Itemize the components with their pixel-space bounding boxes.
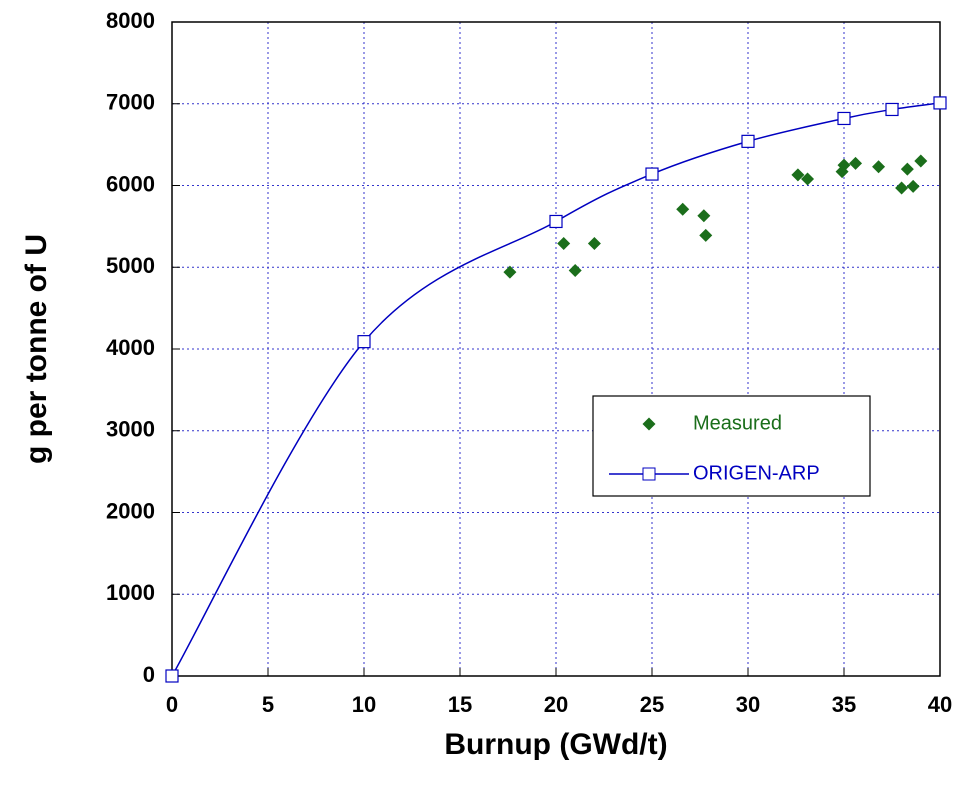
x-axis-label: Burnup (GWd/t) (444, 728, 667, 761)
model-point (645, 167, 659, 181)
measured-point (699, 228, 713, 242)
y-tick-label: 0 (143, 662, 155, 687)
measured-point (872, 160, 886, 174)
model-line (171, 102, 941, 677)
legend-box (592, 395, 871, 497)
plot-frame (171, 21, 941, 677)
model-point (933, 96, 947, 110)
x-tick-label: 10 (352, 692, 376, 717)
legend-label: ORIGEN-ARP (693, 462, 820, 484)
model-point (357, 335, 371, 349)
model-point (165, 669, 179, 683)
model-point (885, 102, 899, 117)
measured-point (849, 156, 863, 170)
measured-point (697, 209, 711, 223)
measured-point (791, 168, 805, 182)
measured-point (914, 154, 928, 168)
measured-point (503, 265, 517, 279)
x-tick-label: 40 (928, 692, 952, 717)
x-tick-label: 0 (166, 692, 178, 717)
y-tick-label: 5000 (106, 253, 155, 278)
model-point (549, 214, 563, 229)
x-tick-label: 5 (262, 692, 274, 717)
y-tick-label: 4000 (106, 335, 155, 360)
measured-point (900, 162, 914, 176)
measured-point (587, 237, 601, 251)
y-tick-label: 7000 (106, 90, 155, 115)
measured-point (906, 179, 920, 193)
y-tick-label: 3000 (106, 417, 155, 442)
measured-point (801, 172, 815, 186)
y-tick-label: 2000 (106, 498, 155, 523)
x-tick-label: 25 (640, 692, 664, 717)
measured-point (837, 158, 851, 172)
x-tick-label: 35 (832, 692, 856, 717)
x-tick-label: 30 (736, 692, 760, 717)
measured-point (557, 237, 571, 251)
y-tick-label: 1000 (106, 580, 155, 605)
y-tick-label: 6000 (106, 171, 155, 196)
measured-point (676, 202, 690, 216)
legend-symbol (642, 417, 656, 431)
legend-label: Measured (693, 412, 782, 434)
x-tick-label: 15 (448, 692, 472, 717)
x-tick-label: 20 (544, 692, 568, 717)
measured-point (895, 181, 909, 195)
y-tick-label: 8000 (106, 8, 155, 33)
model-point (837, 111, 851, 126)
legend-symbol (642, 467, 656, 481)
model-point (741, 134, 755, 148)
measured-point (568, 264, 582, 278)
y-axis-label: g per tonne of U (20, 234, 53, 464)
